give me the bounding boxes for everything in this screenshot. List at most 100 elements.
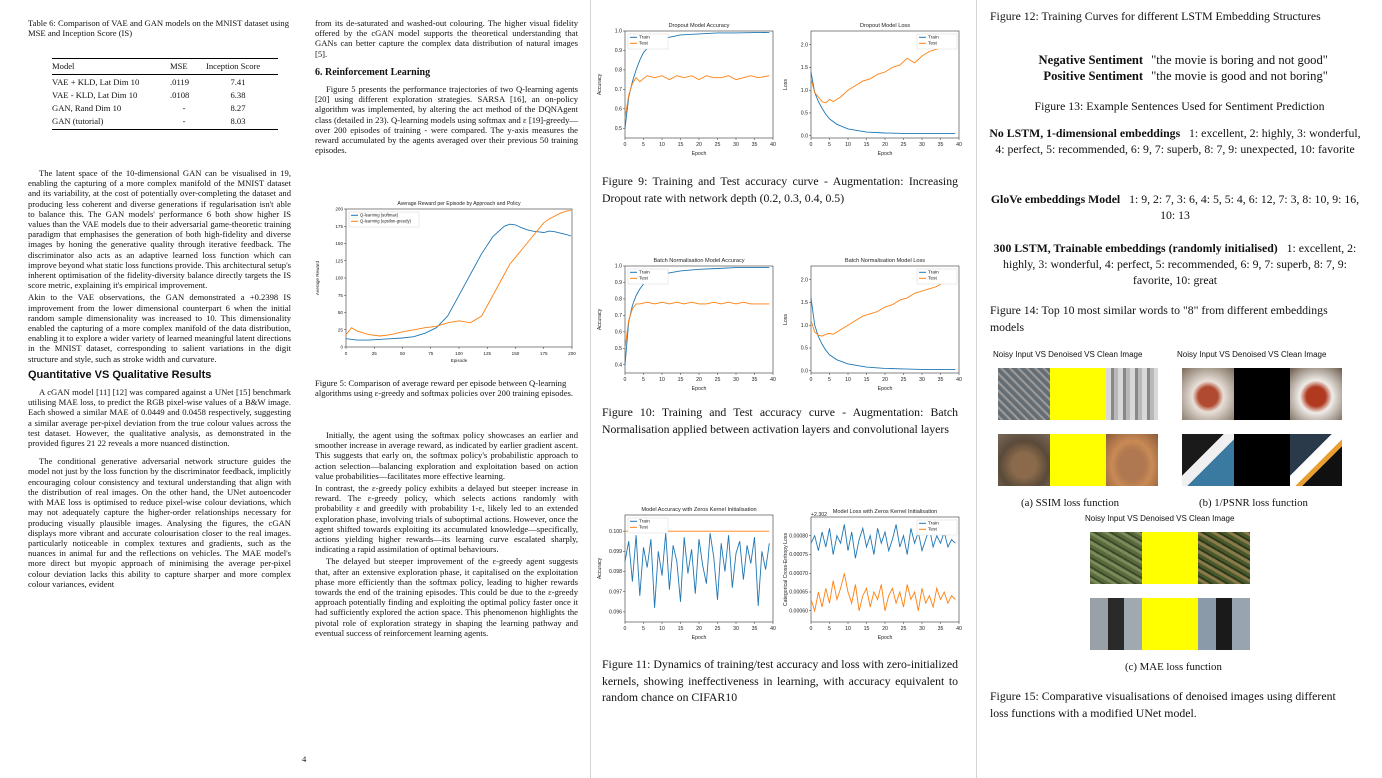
fig11-caption: Figure 11: Dynamics of training/test acc… [602,657,958,704]
table-cell: 8.27 [230,103,246,113]
x-tick-label: 5 [642,626,645,632]
series-line [810,573,956,613]
y-tick-label: 0.7 [615,313,622,319]
paragraph: The latent space of the 10-dimensional G… [28,168,291,291]
y-tick-label: 0.097 [609,589,622,595]
page-divider [976,0,977,778]
table-cell: VAE - KLD, Lat Dim 10 [52,90,138,100]
series-line [810,277,956,337]
y-tick-label: 0.0 [801,368,808,374]
clean-image [1198,532,1250,584]
table-cell: - [170,114,206,130]
subcaption-b: (b) 1/PSNR loss function [1199,497,1308,509]
series-line [810,297,956,370]
fig9-caption: Figure 9: Training and Test accuracy cur… [602,174,958,205]
y-tick-label: 0.6 [615,329,622,335]
paragraph: Akin to the VAE observations, the GAN de… [28,292,291,364]
denoised-image [1234,368,1290,420]
x-tick-label: 15 [864,142,870,148]
table6-caption: Table 6: Comparison of VAE and GAN model… [28,18,290,39]
x-axis-label: Epoch [692,635,707,641]
embedding-lstm-trainable: 300 LSTM, Trainable embeddings (randomly… [985,241,1365,288]
chart-title: Dropout Model Accuracy [669,23,730,29]
page-left: Table 6: Comparison of VAE and GAN model… [0,0,590,778]
noisy-input-image [1182,434,1234,486]
x-tick-label: 175 [540,351,548,356]
legend-label: Train [639,270,650,276]
fig13-caption: Figure 13: Example Sentences Used for Se… [1034,99,1325,113]
legend-label: Test [928,41,937,47]
fig11a-chart: Model Accuracy with Zeros Kernel Initial… [595,502,779,642]
table-cell: - [182,103,186,113]
x-tick-label: 30 [919,142,925,148]
x-tick-label: 5 [642,377,645,383]
table-row: GAN, Rand Dim 10 - 8.27 [52,101,278,114]
y-axis-label: Accuracy [597,557,603,579]
x-axis-label: Epoch [692,386,707,392]
x-tick-label: 10 [659,142,665,148]
x-tick-label: 35 [938,626,944,632]
x-tick-label: 150 [512,351,520,356]
negative-text: "the movie is boring and not good" [1151,53,1328,67]
y-axis-label: Accuracy [597,73,603,95]
x-tick-label: 25 [715,377,721,383]
table-cell: 6.38 [230,90,246,100]
table-row: VAE + KLD, Lat Dim 10 .0119 7.41 [52,75,278,89]
y-tick-label: 125 [335,258,343,263]
page-number: 4 [302,754,307,764]
y-axis-label: Accuracy [597,308,603,330]
x-tick-label: 10 [845,626,851,632]
x-tick-label: 25 [901,626,907,632]
fig10b-chart: Batch Normalisation Model Loss 0 5 10 15 20 25… [781,253,965,393]
denoised-image [1234,434,1290,486]
x-tick-label: 0 [810,377,813,383]
x-tick-label: 20 [882,626,888,632]
y-tick-label: 25 [338,327,344,332]
embedding-title: No LSTM, 1-dimensional embeddings [989,126,1181,140]
left-column-2-bottom: Initially, the agent using the softmax p… [315,430,578,640]
section-heading: 6. Reinforcement Learning [315,66,431,78]
chart-title: Model Loss with Zeros Kernel Initialisat… [833,509,937,515]
fig9a-svg: Dropout Model Accuracy 0 5 10 15 20 25 30 35 40 0.… [597,23,776,157]
x-tick-label: 25 [901,142,907,148]
table6: Model MSE Inception Score VAE + KLD, Lat… [52,58,278,130]
x-tick-label: 10 [845,142,851,148]
fig15-caption: Figure 15: Comparative visualisations of… [990,689,1336,720]
y-tick-label: 0.0 [801,133,808,139]
x-tick-label: 35 [752,377,758,383]
x-tick-label: 5 [642,142,645,148]
series-line [345,223,572,341]
y-tick-label: 0.8 [615,68,622,74]
y-tick-label: 75 [338,293,344,298]
y-offset-label: +2.302 [811,512,827,518]
paragraph: Initially, the agent using the softmax p… [315,430,578,481]
legend-label: Test [639,41,648,47]
x-tick-label: 0 [810,626,813,632]
y-tick-label: 50 [338,310,344,315]
legend-label: Train [928,35,939,41]
legend-label: Test [928,276,937,282]
positive-sentence: Positive Sentiment "the movie is good and… [977,68,1382,84]
series-line [810,71,956,134]
x-tick-label: 30 [733,377,739,383]
fig9a-chart: Dropout Model Accuracy 0 5 10 15 20 25 30 35 40 0.… [595,18,779,158]
legend-label: Q-learning (epsilon-greedy) [360,219,412,224]
legend-box [916,33,958,50]
page-right: Figure 12: Training Curves for different… [977,0,1382,778]
x-tick-label: 35 [752,626,758,632]
y-tick-label: 1.5 [801,65,808,71]
y-axis-label: Loss [783,314,789,325]
fig9b-svg: Dropout Model Loss 0 5 10 15 20 25 30 35 40 0.0 0.5… [783,23,962,157]
left-column-2-top: from its de-saturated and washed-out col… [315,18,578,157]
embedding-words: 1: excellent, 2: highly, 3: wonderful, 4… [995,126,1361,156]
y-tick-label: 0.5 [615,126,622,132]
negative-label: Negative Sentiment [1038,53,1144,67]
y-tick-label: 0.8 [615,297,622,303]
legend-label: Test [639,525,648,531]
x-tick-label: 0 [624,377,627,383]
clean-image [1106,434,1158,486]
x-axis-label: Epoch [878,151,893,157]
y-tick-label: 0 [340,345,343,350]
paragraph: from its de-saturated and washed-out col… [315,18,578,59]
x-tick-label: 20 [696,626,702,632]
